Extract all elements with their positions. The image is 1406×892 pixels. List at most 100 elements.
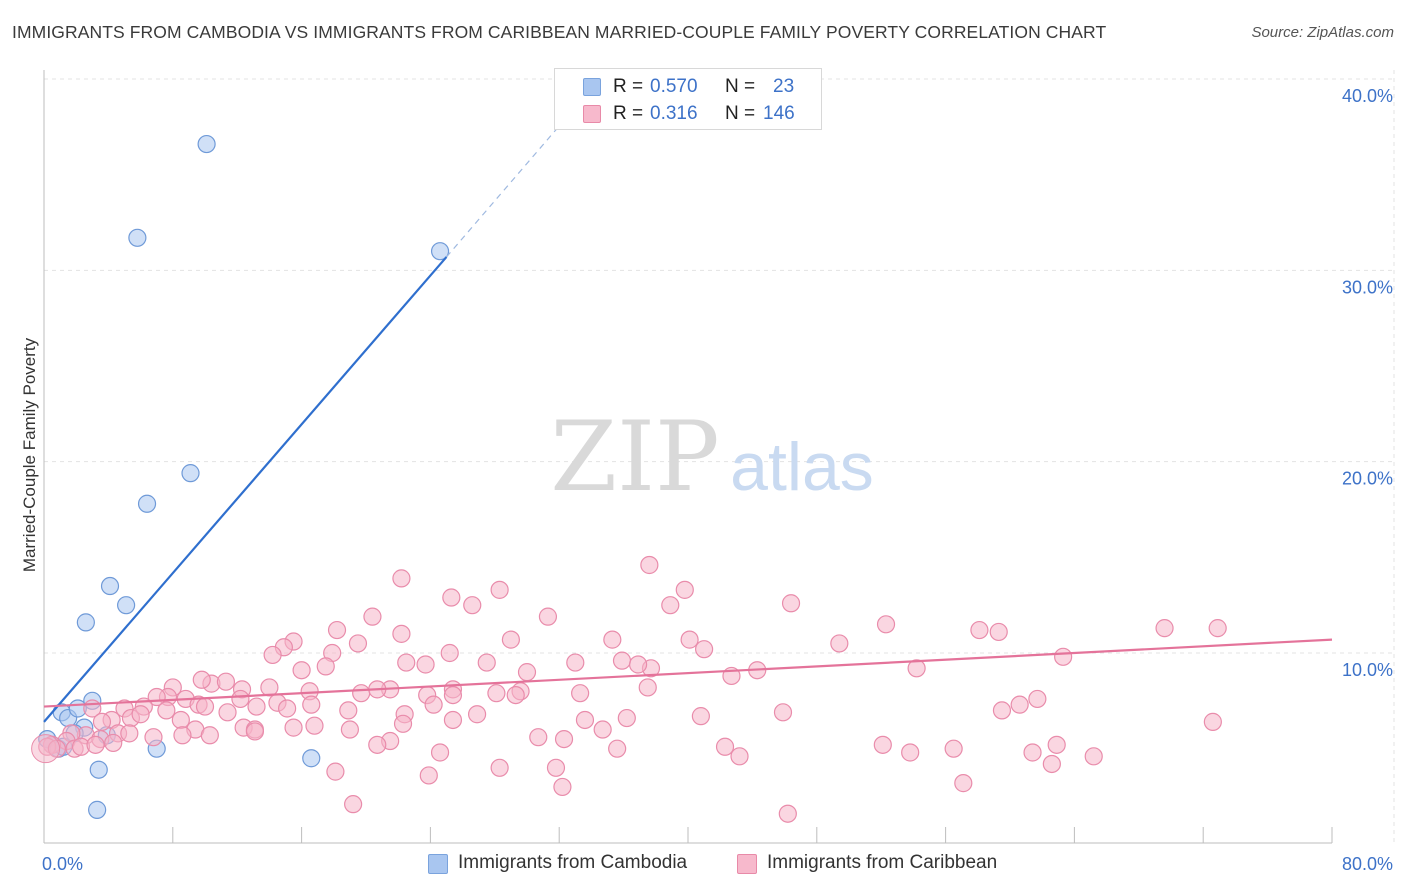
- data-point-caribbean: [730, 747, 749, 766]
- data-point-caribbean: [1054, 647, 1073, 666]
- data-point-caribbean: [1028, 689, 1047, 709]
- data-point-caribbean: [628, 655, 648, 674]
- data-point-caribbean: [477, 653, 496, 672]
- data-point-caribbean: [392, 569, 411, 588]
- n-value: 146: [763, 103, 795, 124]
- data-point-caribbean: [575, 710, 595, 730]
- data-point-caribbean: [340, 720, 359, 739]
- data-point-caribbean: [546, 758, 566, 777]
- data-point-caribbean: [907, 659, 926, 678]
- caribbean-swatch: [583, 105, 601, 123]
- data-point-caribbean: [104, 733, 123, 753]
- data-point-caribbean: [393, 714, 413, 733]
- data-point-caribbean: [430, 743, 450, 762]
- data-point-caribbean: [661, 596, 680, 615]
- data-point-caribbean: [157, 701, 176, 720]
- data-point-caribbean: [467, 705, 487, 724]
- data-point-caribbean: [92, 712, 112, 731]
- data-point-cambodia: [430, 242, 450, 261]
- watermark-atlas: atlas: [730, 429, 874, 505]
- x-tick-label: 0.0%: [42, 854, 83, 874]
- data-point-cambodia: [302, 749, 321, 768]
- data-point-caribbean: [603, 630, 622, 649]
- r-label: R =: [613, 76, 644, 97]
- data-point-caribbean: [989, 622, 1008, 642]
- y-tick-label: 10.0%: [1342, 660, 1393, 680]
- watermark-zip: ZIP: [550, 401, 719, 513]
- trend-line-cambodia-extension: [446, 88, 592, 258]
- data-point-caribbean: [416, 655, 435, 674]
- chart-title: IMMIGRANTS FROM CAMBODIA VS IMMIGRANTS F…: [12, 22, 1107, 42]
- data-point-caribbean: [302, 695, 321, 714]
- data-point-caribbean: [260, 678, 279, 697]
- data-point-caribbean: [1042, 754, 1061, 774]
- data-point-caribbean: [715, 737, 735, 756]
- data-point-caribbean: [1047, 735, 1066, 754]
- data-point-cambodia: [181, 464, 200, 483]
- data-point-caribbean: [368, 735, 387, 754]
- data-point-cambodia: [100, 576, 120, 596]
- data-point-cambodia: [76, 613, 95, 632]
- data-point-caribbean: [873, 735, 892, 754]
- trend-lines: [43, 88, 1333, 723]
- data-point-caribbean: [216, 672, 236, 691]
- cambodia-swatch: [583, 78, 601, 96]
- legend-swatch-cambodia: [428, 854, 448, 874]
- data-point-caribbean: [781, 594, 801, 613]
- data-point-caribbean: [593, 720, 612, 739]
- data-point-caribbean: [773, 703, 793, 722]
- axes: [43, 70, 1333, 844]
- data-point-caribbean: [245, 722, 265, 741]
- data-point-caribbean: [944, 739, 963, 758]
- data-point-caribbean: [970, 620, 989, 640]
- data-point-caribbean: [231, 689, 250, 709]
- data-point-cambodia: [89, 760, 108, 779]
- data-point-caribbean: [424, 695, 443, 714]
- legend-swatch-caribbean: [737, 854, 757, 874]
- data-point-cluster: [31, 734, 61, 764]
- data-point-caribbean: [120, 724, 139, 743]
- data-point-caribbean: [348, 634, 368, 653]
- series-caribbean-points: [31, 555, 1227, 823]
- data-point-caribbean: [1023, 743, 1042, 762]
- legend-label-cambodia: Immigrants from Cambodia: [458, 852, 688, 873]
- data-point-caribbean: [612, 651, 632, 670]
- data-point-cambodia: [197, 134, 216, 154]
- data-point-caribbean: [292, 661, 311, 680]
- data-point-caribbean: [316, 657, 335, 676]
- stats-legend: R = 0.570 N = 23 R = 0.316 N = 146: [554, 68, 822, 130]
- data-point-caribbean: [144, 728, 163, 747]
- data-point-caribbean: [327, 620, 347, 640]
- data-point-caribbean: [553, 777, 572, 797]
- data-point-caribbean: [326, 762, 345, 781]
- data-point-caribbean: [954, 774, 973, 793]
- data-point-caribbean: [675, 580, 694, 599]
- n-label: N =: [725, 76, 756, 97]
- trend-line-cambodia: [43, 256, 448, 723]
- data-point-caribbean: [339, 701, 358, 720]
- data-point-caribbean: [247, 697, 266, 716]
- data-point-caribbean: [538, 607, 558, 626]
- data-point-caribbean: [830, 634, 849, 653]
- source-credit: Source: ZipAtlas.com: [1251, 24, 1394, 41]
- data-point-caribbean: [192, 670, 211, 689]
- data-point-caribbean: [305, 716, 324, 735]
- data-point-caribbean: [506, 685, 525, 705]
- data-point-caribbean: [363, 607, 382, 626]
- data-point-cambodia: [88, 800, 107, 819]
- data-point-caribbean: [86, 735, 105, 754]
- data-point-cambodia: [137, 494, 157, 513]
- data-point-caribbean: [992, 701, 1012, 720]
- data-point-caribbean: [529, 728, 548, 747]
- data-point-caribbean: [490, 758, 509, 777]
- stats-row-caribbean: R = 0.316 N = 146: [555, 101, 821, 127]
- data-point-caribbean: [171, 710, 190, 730]
- data-point-caribbean: [443, 685, 463, 705]
- data-point-caribbean: [1084, 747, 1103, 766]
- data-point-caribbean: [640, 555, 659, 575]
- data-point-caribbean: [554, 729, 574, 749]
- data-point-caribbean: [617, 708, 636, 728]
- trend-line-caribbean: [43, 638, 1333, 708]
- tick-labels: 10.0% 20.0% 30.0% 40.0% 0.0% 80.0%: [42, 86, 1393, 874]
- data-point-cambodia: [117, 596, 136, 615]
